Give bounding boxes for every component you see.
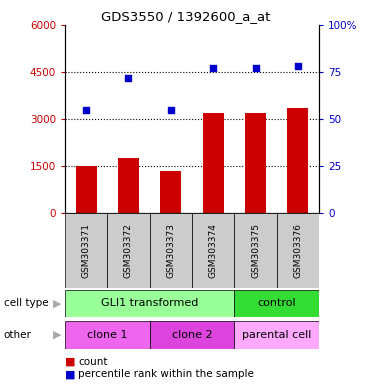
Bar — [65, 321, 150, 349]
Bar — [245, 113, 266, 213]
Bar — [192, 213, 234, 288]
Bar — [118, 158, 139, 213]
Point — [295, 63, 301, 70]
Text: ■: ■ — [65, 369, 75, 379]
Text: GSM303371: GSM303371 — [82, 223, 91, 278]
Text: other: other — [4, 330, 32, 340]
Text: GSM303374: GSM303374 — [209, 223, 218, 278]
Bar — [150, 321, 234, 349]
Bar — [277, 213, 319, 288]
Bar — [287, 108, 308, 213]
Bar — [107, 213, 150, 288]
Text: GSM303375: GSM303375 — [251, 223, 260, 278]
Text: GSM303376: GSM303376 — [293, 223, 302, 278]
Text: percentile rank within the sample: percentile rank within the sample — [78, 369, 254, 379]
Text: ▶: ▶ — [53, 330, 62, 340]
Point — [83, 106, 89, 113]
Point — [125, 74, 131, 81]
Bar — [234, 321, 319, 349]
Text: GSM303372: GSM303372 — [124, 223, 133, 278]
Text: control: control — [257, 298, 296, 308]
Bar — [65, 213, 107, 288]
Text: ▶: ▶ — [53, 298, 62, 308]
Point — [168, 106, 174, 113]
Point — [210, 65, 216, 71]
Bar — [160, 171, 181, 213]
Bar — [234, 213, 277, 288]
Text: parental cell: parental cell — [242, 330, 311, 340]
Text: ■: ■ — [65, 357, 75, 367]
Text: GSM303373: GSM303373 — [166, 223, 175, 278]
Point — [253, 65, 259, 71]
Text: count: count — [78, 357, 108, 367]
Bar — [150, 213, 192, 288]
Text: clone 1: clone 1 — [87, 330, 128, 340]
Text: cell type: cell type — [4, 298, 48, 308]
Text: GLI1 transformed: GLI1 transformed — [101, 298, 198, 308]
Bar — [203, 113, 224, 213]
Text: clone 2: clone 2 — [172, 330, 212, 340]
Bar — [76, 166, 97, 213]
Bar — [65, 290, 234, 317]
Bar — [234, 290, 319, 317]
Text: GDS3550 / 1392600_a_at: GDS3550 / 1392600_a_at — [101, 10, 270, 23]
